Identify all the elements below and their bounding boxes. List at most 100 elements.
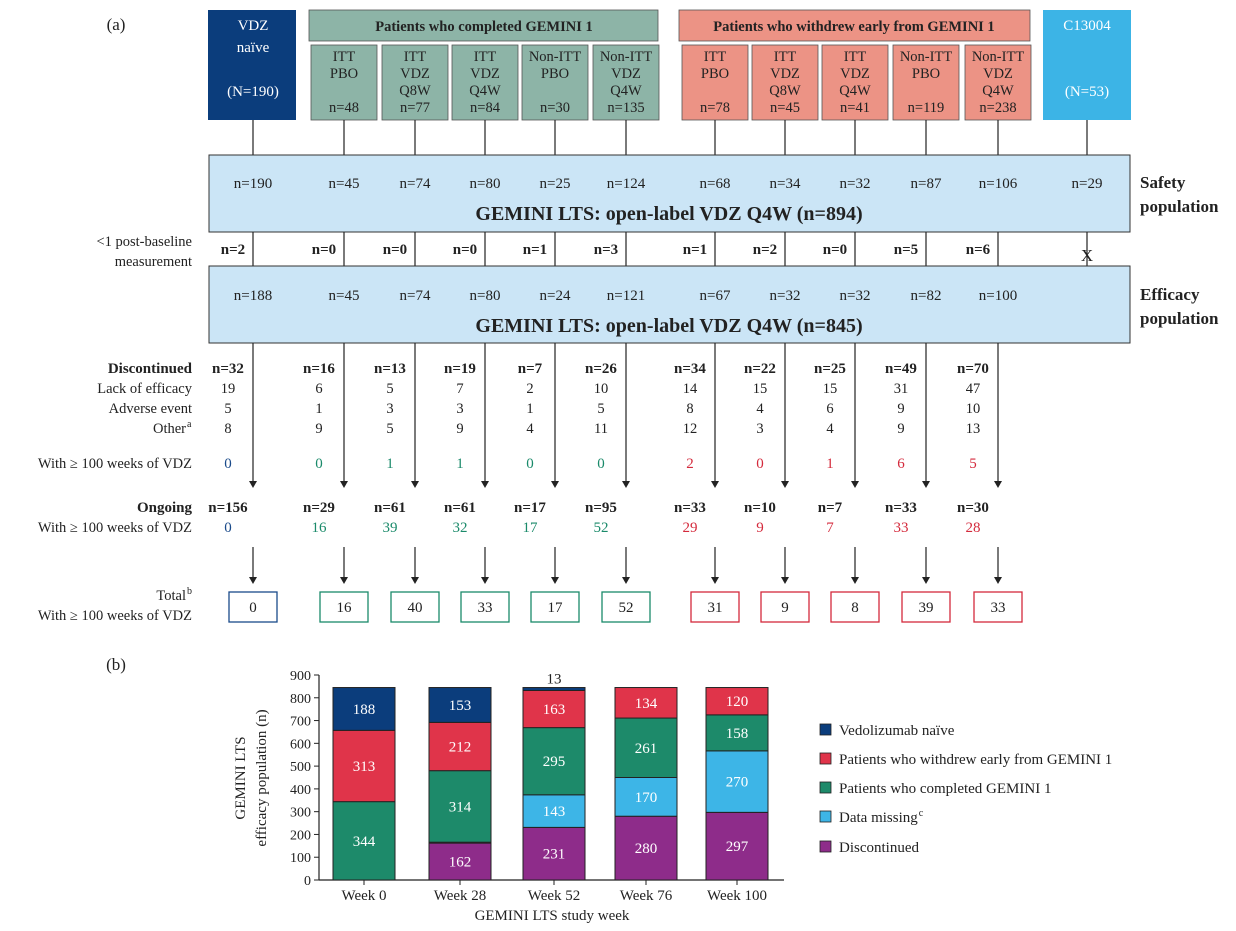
arrow-to-ongoing-head	[340, 481, 348, 488]
adverse-count: 3	[456, 401, 463, 417]
bar-segment	[332, 801, 396, 881]
legend-swatch	[819, 752, 832, 765]
bar-value-label: 295	[543, 754, 566, 770]
legend-label: Patients who withdrew early from GEMINI …	[839, 752, 1112, 768]
safety-count: n=32	[840, 176, 871, 192]
ongoing-count: n=33	[674, 500, 706, 516]
bar-value-label: 212	[449, 740, 472, 756]
total-with100-label: With ≥ 100 weeks of VDZ	[38, 608, 192, 624]
efficacy-side-label: population	[1140, 309, 1219, 328]
lack-count: 5	[386, 381, 393, 397]
efficacy-count: n=80	[470, 288, 501, 304]
cohort-box	[451, 44, 519, 121]
discontinued-label: Discontinued	[108, 361, 193, 377]
cohort-text: VDZ	[400, 66, 430, 82]
bar-value-label: 13	[547, 672, 562, 688]
cohort-text: Non-ITT	[900, 49, 952, 65]
bar-value-label: 344	[353, 834, 376, 850]
total-box	[228, 591, 278, 623]
bar-value-label: 280	[635, 841, 658, 857]
vdz-naive-box	[208, 10, 296, 120]
total-value: 31	[708, 600, 723, 616]
bar-segment	[522, 826, 586, 881]
adverse-count: 1	[526, 401, 533, 417]
bar-value-label: 313	[353, 759, 376, 775]
ongoing-with100-value: 28	[966, 520, 981, 536]
cohort-text: n=41	[840, 100, 870, 116]
cohort-box	[592, 44, 660, 121]
other-count: 4	[526, 421, 534, 437]
total-value: 9	[781, 600, 789, 616]
arrow-to-total-head	[851, 577, 859, 584]
bar-segment	[614, 717, 678, 778]
adverse-count: 3	[386, 401, 393, 417]
total-box	[901, 591, 951, 623]
post-baseline-count: n=1	[683, 242, 707, 258]
cohort-text: Q4W	[982, 83, 1014, 99]
efficacy-count: n=82	[911, 288, 942, 304]
discontinued-count: n=25	[814, 361, 846, 377]
completed-header-text: Patients who completed GEMINI 1	[375, 19, 593, 35]
adverse-count: 6	[826, 401, 833, 417]
other-count: 5	[386, 421, 393, 437]
with100-disc-value: 1	[386, 456, 394, 472]
safety-side-label: population	[1140, 197, 1219, 216]
bar-segment	[705, 687, 769, 716]
y-axis-label: GEMINI LTS	[233, 736, 249, 819]
vdz-naive-text: naïve	[237, 40, 270, 56]
with100-disc-value: 1	[826, 456, 834, 472]
ongoing-with100-value: 32	[453, 520, 468, 536]
total-label: Total	[156, 588, 186, 604]
legend-sup: c	[919, 808, 924, 819]
cohort-text: Non-ITT	[529, 49, 581, 65]
adverse-count: 1	[315, 401, 322, 417]
with100-disc-value: 0	[526, 456, 534, 472]
lack-count: 2	[526, 381, 533, 397]
adverse-event-label: Adverse event	[109, 401, 192, 417]
adverse-count: 4	[756, 401, 764, 417]
cohort-text: n=45	[770, 100, 800, 116]
total-value: 52	[619, 600, 634, 616]
arrow-to-ongoing-head	[851, 481, 859, 488]
cohort-text: PBO	[541, 66, 569, 82]
cohort-text: n=30	[540, 100, 570, 116]
y-tick-label: 100	[290, 851, 311, 866]
cohort-box	[310, 44, 378, 121]
legend-label: Data missing	[839, 810, 918, 826]
total-box	[830, 591, 880, 623]
arrow-to-total-head	[411, 577, 419, 584]
efficacy-count: n=74	[400, 288, 431, 304]
bar-value-label: 231	[543, 847, 566, 863]
lack-count: 15	[753, 381, 768, 397]
total-box	[601, 591, 651, 623]
cohort-text: Q4W	[469, 83, 501, 99]
bar-segment	[332, 687, 396, 731]
other-count: 3	[756, 421, 763, 437]
total-value: 16	[337, 600, 353, 616]
post-baseline-label: <1 post-baseline	[96, 234, 192, 250]
bar-value-label: 297	[726, 839, 749, 855]
lack-count: 6	[315, 381, 322, 397]
total-box	[760, 591, 810, 623]
lack-count: 14	[683, 381, 698, 397]
legend-label: Vedolizumab naïve	[839, 723, 955, 739]
efficacy-side-label: Efficacy	[1140, 285, 1200, 304]
efficacy-count: n=121	[607, 288, 645, 304]
total-sup: b	[187, 586, 192, 597]
with100-disc-value: 0	[315, 456, 323, 472]
safety-count: n=25	[540, 176, 571, 192]
bar-value-label: 158	[726, 726, 749, 742]
ongoing-with100-value: 39	[383, 520, 398, 536]
arrow-to-ongoing-head	[994, 481, 1002, 488]
cohort-text: ITT	[404, 49, 427, 65]
withdrew-header-text: Patients who withdrew early from GEMINI …	[713, 19, 994, 35]
total-box	[460, 591, 510, 623]
post-baseline-label: measurement	[115, 254, 192, 270]
ongoing-with100-value: 16	[312, 520, 328, 536]
y-tick-label: 500	[290, 760, 311, 775]
efficacy-count: n=32	[770, 288, 801, 304]
legend-swatch	[819, 723, 832, 736]
other-count: 8	[224, 421, 231, 437]
y-tick-label: 200	[290, 828, 311, 843]
